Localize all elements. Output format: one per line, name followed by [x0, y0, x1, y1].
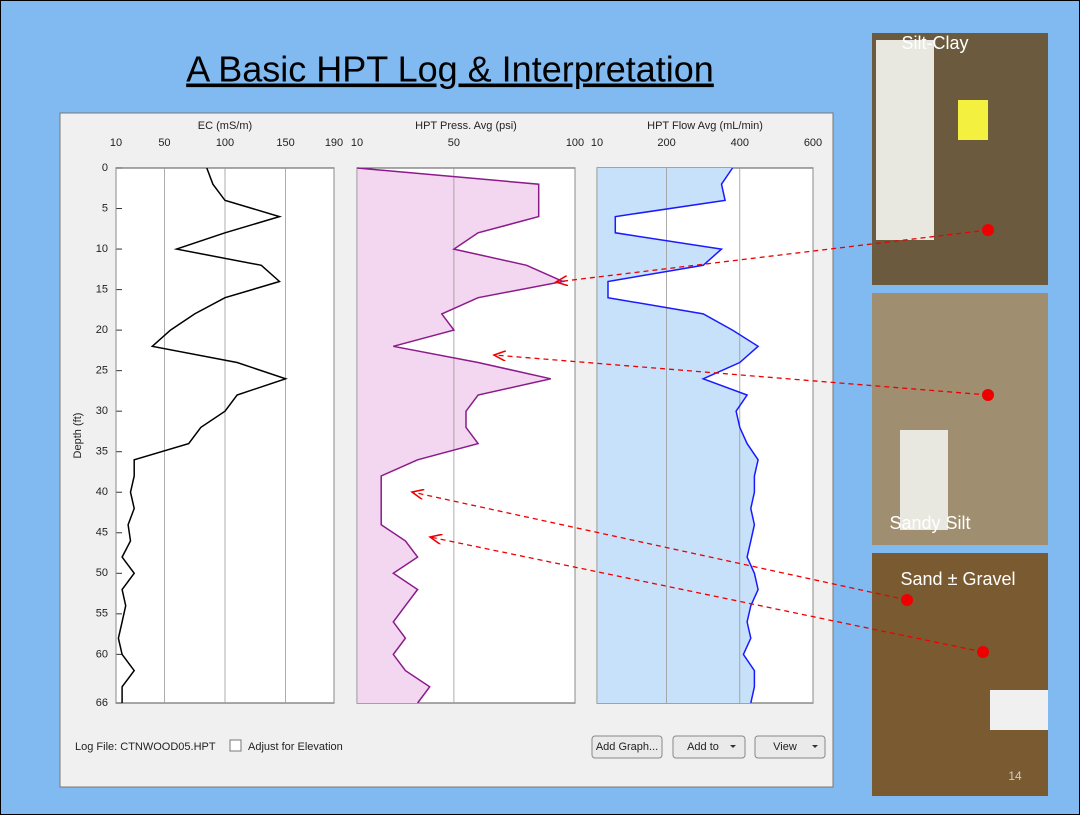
x-tick-label: 200	[657, 137, 675, 149]
x-tick-label: 100	[216, 137, 234, 149]
x-tick-label: 10	[591, 137, 603, 149]
x-tick-label: 400	[731, 137, 749, 149]
x-tick-label: 600	[804, 137, 822, 149]
y-tick-label: 66	[96, 697, 108, 709]
button[interactable]: Add to	[672, 735, 746, 759]
arrows	[412, 229, 989, 653]
photo	[872, 553, 1048, 796]
slide-title: A Basic HPT Log & Interpretation	[186, 49, 714, 90]
photo-chart	[900, 430, 948, 530]
page-number: 14	[1008, 769, 1022, 783]
y-tick-label: 0	[102, 162, 108, 174]
photo-label: Sandy Silt	[889, 513, 970, 533]
area	[597, 168, 759, 703]
x-tick-label: 50	[158, 137, 170, 149]
y-tick-label: 25	[96, 365, 108, 377]
chart-title: HPT Flow Avg (mL/min)	[647, 120, 763, 132]
photo-label: Sand ± Gravel	[901, 569, 1016, 589]
button[interactable]: View	[754, 735, 826, 759]
y-tick-label: 40	[96, 486, 108, 498]
button-label: Add Graph...	[596, 741, 658, 753]
photo-chart	[990, 690, 1048, 730]
photo-chart	[876, 40, 934, 240]
y-tick-label: 10	[96, 243, 108, 255]
x-tick-label: 190	[325, 137, 343, 149]
log-file: Log File: CTNWOOD05.HPT	[75, 741, 216, 753]
y-tick-label: 50	[96, 567, 108, 579]
x-tick-label: 100	[566, 137, 584, 149]
y-tick-label: 55	[96, 608, 108, 620]
y-tick-label: 45	[96, 527, 108, 539]
y-axis-label: Depth (ft)	[72, 413, 84, 459]
y-tick-label: 20	[96, 324, 108, 336]
x-tick-label: 10	[351, 137, 363, 149]
checkbox[interactable]	[229, 739, 242, 752]
x-tick-label: 50	[448, 137, 460, 149]
y-tick-label: 30	[96, 405, 108, 417]
y-tick-label: 5	[102, 202, 108, 214]
sample-dots	[901, 224, 994, 658]
plots: EC (mS/m) 10 50 100 150 190 0 5 10 15 20 25 30 35 40 45…	[72, 120, 822, 709]
chart-title: HPT Press. Avg (psi)	[415, 120, 517, 132]
line	[607, 167, 760, 704]
checkbox-label: Adjust for Elevation	[248, 741, 343, 753]
y-tick-label: 60	[96, 648, 108, 660]
line	[356, 167, 566, 704]
x-tick-label: 10	[110, 137, 122, 149]
button-label: Add to	[687, 741, 719, 753]
photo	[872, 293, 1048, 545]
y-tick-label: 15	[96, 283, 108, 295]
button-label: View	[773, 741, 797, 753]
line	[117, 167, 288, 703]
chart-title: EC (mS/m)	[198, 120, 252, 132]
button[interactable]: Add Graph...	[591, 735, 663, 759]
photo-label: Silt-Clay	[901, 33, 968, 53]
y-tick-label: 35	[96, 446, 108, 458]
photo-tag	[958, 100, 988, 140]
x-tick-label: 150	[276, 137, 294, 149]
area	[357, 168, 563, 703]
